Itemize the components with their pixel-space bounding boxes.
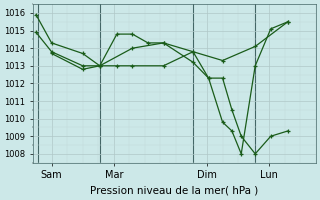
X-axis label: Pression niveau de la mer( hPa ): Pression niveau de la mer( hPa )	[90, 186, 259, 196]
